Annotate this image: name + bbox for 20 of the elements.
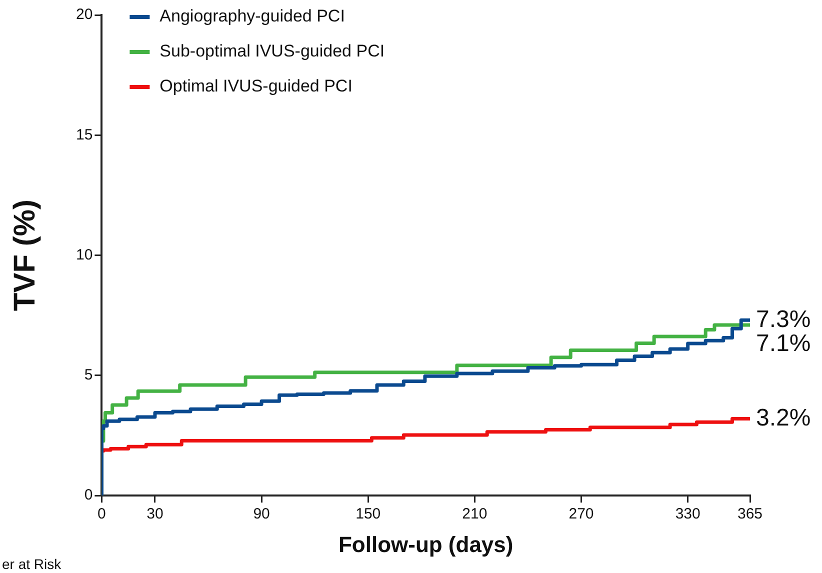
y-tick-label: 5 [84, 366, 93, 384]
y-tick-label: 20 [76, 6, 93, 24]
x-tick-label: 30 [146, 506, 164, 523]
y-axis-title: TVF (%) [8, 199, 42, 312]
x-tick-label: 90 [253, 506, 270, 523]
x-tick-label: 0 [98, 506, 106, 523]
x-tick-label: 210 [462, 506, 488, 523]
x-tick-label: 330 [675, 506, 700, 523]
legend-label: Angiography-guided PCI [160, 6, 345, 26]
y-tick-label: 0 [84, 486, 93, 504]
legend-label: Sub-optimal IVUS-guided PCI [160, 42, 385, 61]
y-tick-label: 15 [76, 126, 93, 144]
text: 3.2% [756, 404, 811, 432]
y-tick-label: 10 [76, 246, 93, 264]
x-axis-title: Follow-up (days) [338, 532, 514, 557]
x-tick-label: 270 [568, 506, 594, 523]
legend-label: Optimal IVUS-guided PCI [160, 76, 352, 96]
text: er at Risk [2, 556, 62, 572]
x-tick-label: 150 [356, 506, 381, 523]
x-tick-label: 365 [737, 506, 763, 523]
